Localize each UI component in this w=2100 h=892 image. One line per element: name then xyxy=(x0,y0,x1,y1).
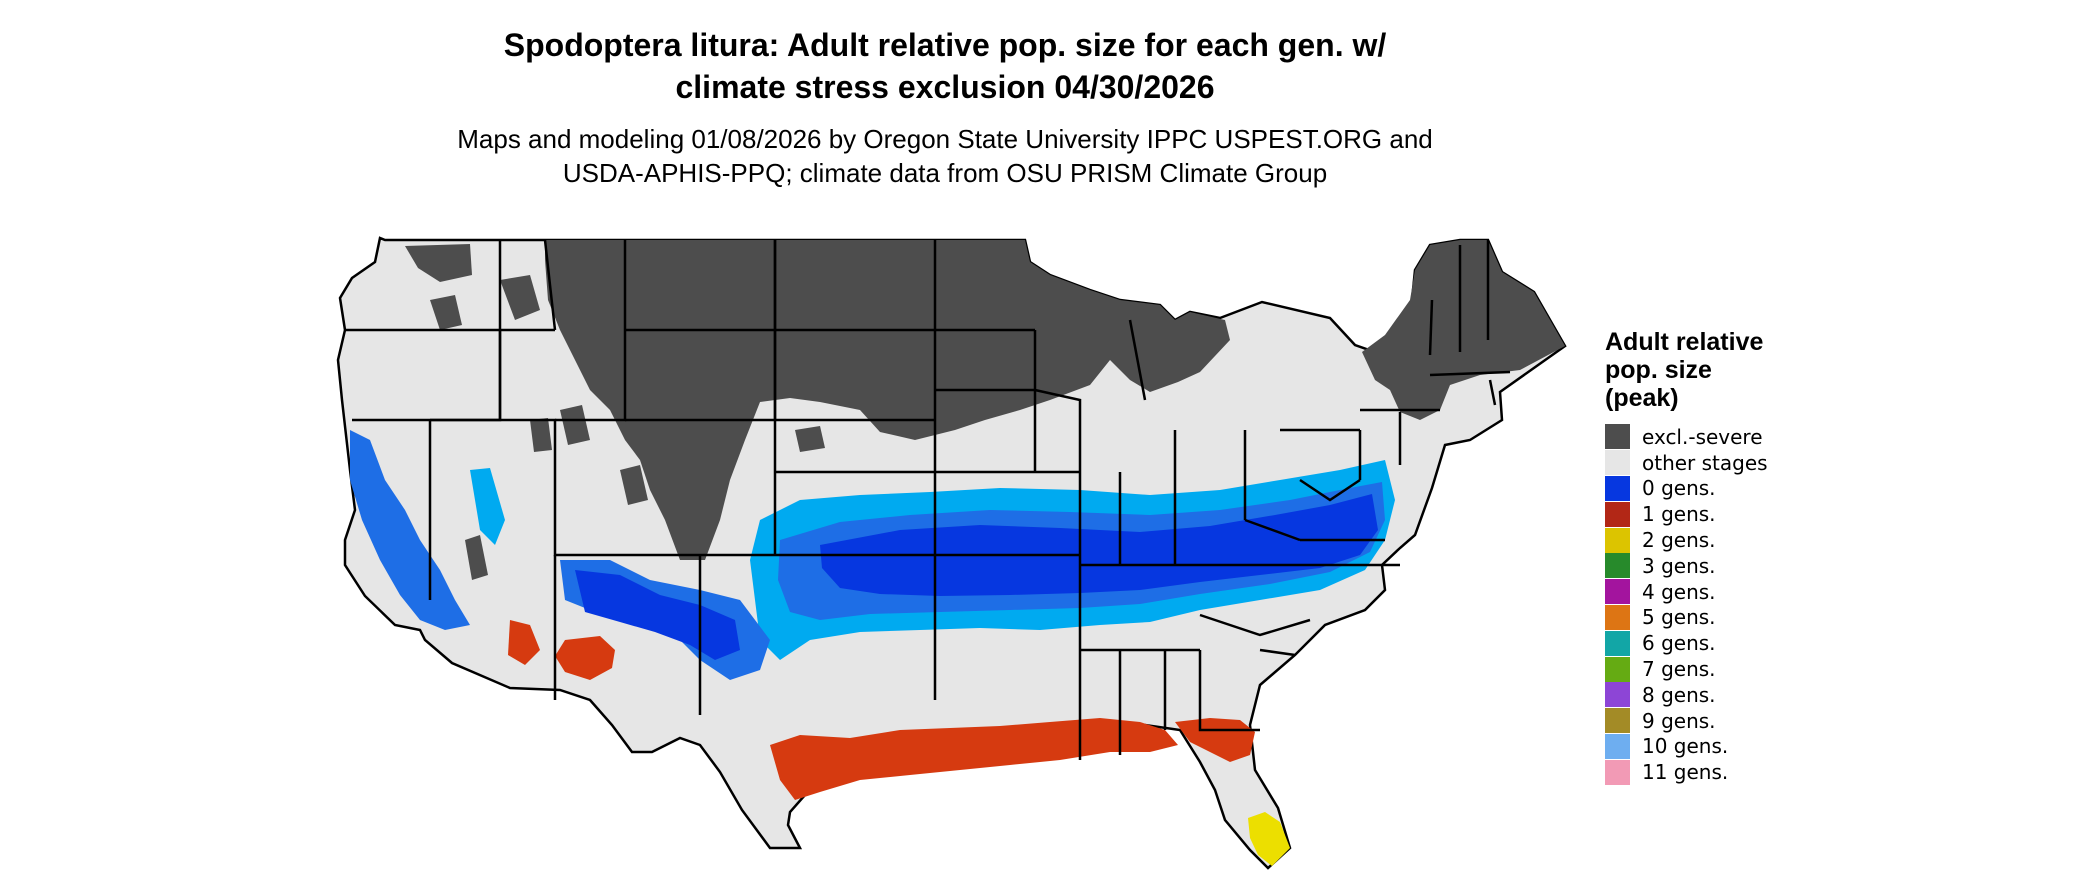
legend-label: 5 gens. xyxy=(1642,605,1716,630)
legend-items: excl.-severe other stages 0 gens. 1 gens. 2 … xyxy=(1605,424,1768,785)
legend-swatch xyxy=(1605,682,1630,708)
legend-item: 2 gens. xyxy=(1605,527,1768,553)
legend-swatch xyxy=(1605,475,1630,501)
legend-item: 1 gens. xyxy=(1605,501,1768,527)
two-gen-region xyxy=(1248,812,1290,866)
legend-swatch xyxy=(1605,553,1630,579)
legend-label: 3 gens. xyxy=(1642,553,1716,578)
legend-label: 4 gens. xyxy=(1642,579,1716,604)
title-line-2: climate stress exclusion 04/30/2026 xyxy=(675,69,1215,105)
legend-label: 2 gens. xyxy=(1642,528,1716,553)
title-line-1: Spodoptera litura: Adult relative pop. s… xyxy=(503,27,1387,63)
legend-item: 9 gens. xyxy=(1605,708,1768,734)
subtitle-line-1: Maps and modeling 01/08/2026 by Oregon S… xyxy=(457,124,1433,154)
legend-item: 5 gens. xyxy=(1605,604,1768,631)
legend-swatch xyxy=(1605,527,1630,553)
legend-label: 1 gens. xyxy=(1642,502,1716,527)
legend-item: 3 gens. xyxy=(1605,553,1768,579)
legend-label: 6 gens. xyxy=(1642,631,1716,656)
legend-label: 8 gens. xyxy=(1642,682,1716,707)
legend-title-line-2: pop. size xyxy=(1605,356,1712,384)
legend-label: 11 gens. xyxy=(1642,760,1729,785)
us-population-map xyxy=(336,236,1567,870)
legend-item: 11 gens. xyxy=(1605,759,1768,785)
legend-label: 9 gens. xyxy=(1642,708,1716,733)
legend-label: 0 gens. xyxy=(1642,476,1716,501)
legend-swatch xyxy=(1605,733,1630,759)
legend-swatch xyxy=(1605,708,1630,734)
one-gen-regions xyxy=(508,620,1255,800)
legend-item: 6 gens. xyxy=(1605,630,1768,656)
legend-swatch xyxy=(1605,630,1630,656)
excluded-region-north xyxy=(545,240,1230,560)
subtitle-line-2: USDA-APHIS-PPQ; climate data from OSU PR… xyxy=(562,158,1328,188)
legend-swatch xyxy=(1605,424,1630,450)
legend-label: excl.-severe xyxy=(1642,424,1763,449)
legend-label: 7 gens. xyxy=(1642,657,1716,682)
legend-swatch xyxy=(1605,604,1630,630)
legend-label: 10 gens. xyxy=(1642,734,1729,759)
state-boundaries xyxy=(345,239,1511,760)
legend-swatch xyxy=(1605,656,1630,682)
excluded-patches-west xyxy=(405,244,825,580)
legend-swatch xyxy=(1605,579,1630,605)
legend-item: 8 gens. xyxy=(1605,682,1768,708)
legend-swatch xyxy=(1605,450,1630,476)
legend-item: 4 gens. xyxy=(1605,579,1768,605)
map-title: Spodoptera litura: Adult relative pop. s… xyxy=(0,24,1890,108)
legend-swatch xyxy=(1605,759,1630,785)
legend-title-line-3: (peak) xyxy=(1605,384,1679,412)
legend-item: excl.-severe xyxy=(1605,424,1768,450)
legend: Adult relative pop. size (peak) excl.-se… xyxy=(1605,328,1768,785)
legend-swatch xyxy=(1605,501,1630,527)
legend-title-line-1: Adult relative xyxy=(1605,328,1764,356)
legend-item: 10 gens. xyxy=(1605,733,1768,760)
legend-item: 0 gens. xyxy=(1605,475,1768,502)
map-subtitle: Maps and modeling 01/08/2026 by Oregon S… xyxy=(0,122,1890,190)
legend-label: other stages xyxy=(1642,450,1768,475)
zero-gen-core xyxy=(820,494,1378,596)
excluded-region-northeast xyxy=(1362,240,1565,420)
legend-title: Adult relative pop. size (peak) xyxy=(1605,328,1768,412)
legend-item: other stages xyxy=(1605,450,1768,476)
legend-item: 7 gens. xyxy=(1605,656,1768,682)
